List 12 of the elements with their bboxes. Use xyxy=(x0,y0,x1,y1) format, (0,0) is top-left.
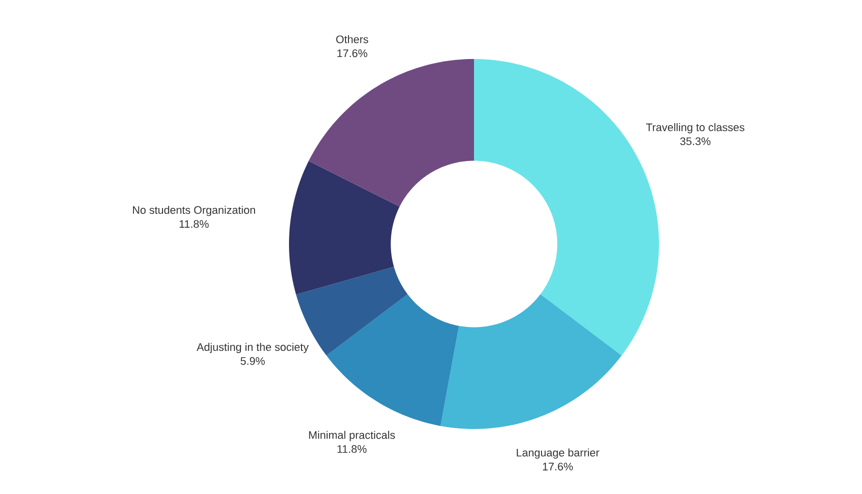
slice-label: Minimal practicals xyxy=(309,430,395,442)
data-label: 17.6% xyxy=(542,462,573,470)
data-label: 11.8% xyxy=(338,445,367,453)
slice-label: Others xyxy=(336,35,368,44)
data-label: 35.3% xyxy=(680,137,710,146)
data-label: 11.8% xyxy=(180,220,209,228)
slice-label: Language barrier xyxy=(516,448,600,459)
data-label: 5.9% xyxy=(240,357,265,365)
slice-label: No students Organization xyxy=(133,206,256,216)
slice-label: Travelling to classes xyxy=(646,123,744,134)
data-label: 17.6% xyxy=(337,49,368,58)
slice-label: Adjusting in the society xyxy=(196,342,309,354)
